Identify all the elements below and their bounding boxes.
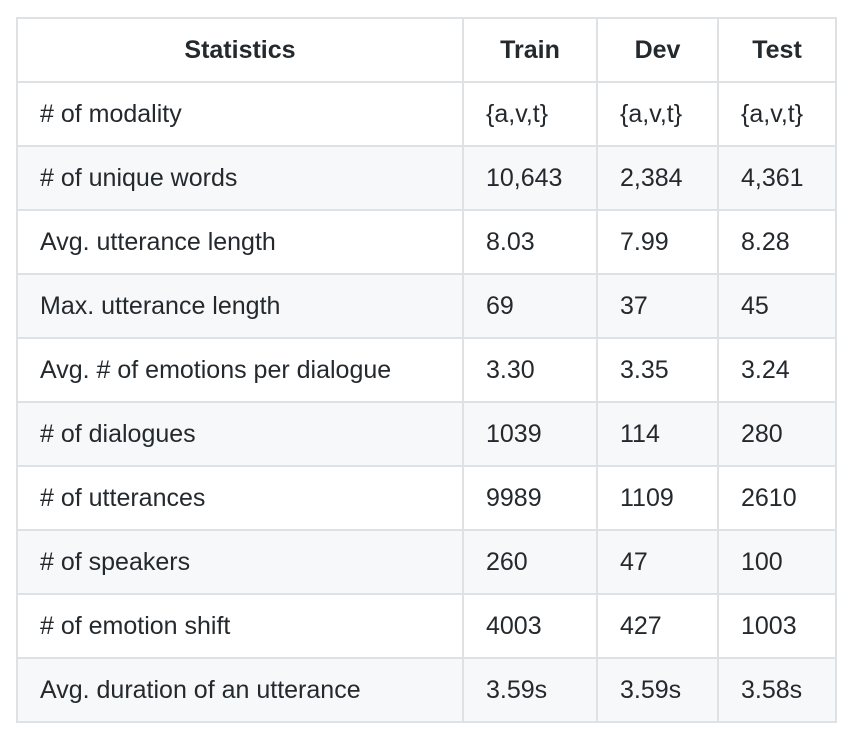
table-row: Max. utterance length 69 37 45	[16, 273, 837, 339]
train-cell: 9989	[462, 465, 598, 531]
test-cell: 280	[717, 401, 837, 467]
dev-cell: 37	[596, 273, 719, 339]
test-cell: {a,v,t}	[717, 81, 837, 147]
table-row: # of utterances 9989 1109 2610	[16, 465, 837, 531]
dev-cell: 47	[596, 529, 719, 595]
test-cell: 3.58s	[717, 657, 837, 723]
statistics-table: Statistics Train Dev Test # of modality{…	[16, 17, 837, 723]
statistic-cell: # of modality	[16, 81, 464, 147]
table-row: # of dialogues 1039 114 280	[16, 401, 837, 467]
test-cell: 8.28	[717, 209, 837, 275]
statistic-cell: # of utterances	[16, 465, 464, 531]
dev-cell: 114	[596, 401, 719, 467]
table-row: # of modality {a,v,t} {a,v,t} {a,v,t}	[16, 81, 837, 147]
statistic-cell: # of emotion shift	[16, 593, 464, 659]
dev-cell: 3.35	[596, 337, 719, 403]
statistic-cell: Avg. # of emotions per dialogue	[16, 337, 464, 403]
dev-cell: {a,v,t}	[596, 81, 719, 147]
train-cell: 4003	[462, 593, 598, 659]
statistic-cell: # of dialogues	[16, 401, 464, 467]
header-dev: Dev	[596, 17, 719, 83]
statistic-cell: Avg. duration of an utterance	[16, 657, 464, 723]
dev-cell: 2,384	[596, 145, 719, 211]
table-row: # of unique words 10,643 2,384 4,361	[16, 145, 837, 211]
header-test: Test	[717, 17, 837, 83]
dev-cell: 7.99	[596, 209, 719, 275]
table-row: Avg. # of emotions per dialogue 3.30 3.35 3…	[16, 337, 837, 403]
test-cell: 4,361	[717, 145, 837, 211]
statistic-cell: Max. utterance length	[16, 273, 464, 339]
train-cell: {a,v,t}	[462, 81, 598, 147]
train-cell: 8.03	[462, 209, 598, 275]
train-cell: 1039	[462, 401, 598, 467]
train-cell: 3.30	[462, 337, 598, 403]
test-cell: 45	[717, 273, 837, 339]
table-body: # of modality {a,v,t} {a,v,t} {a,v,t} # of u…	[16, 81, 837, 723]
test-cell: 1003	[717, 593, 837, 659]
dev-cell: 427	[596, 593, 719, 659]
statistic-cell: Avg. utterance length	[16, 209, 464, 275]
test-cell: 100	[717, 529, 837, 595]
test-cell: 3.24	[717, 337, 837, 403]
train-cell: 69	[462, 273, 598, 339]
train-cell: 10,643	[462, 145, 598, 211]
dev-cell: 3.59s	[596, 657, 719, 723]
statistic-cell: # of unique words	[16, 145, 464, 211]
table-row: # of emotion shift 4003 427 1003	[16, 593, 837, 659]
test-cell: 2610	[717, 465, 837, 531]
table-row: Avg. duration of an utterance 3.59s 3.59s 3…	[16, 657, 837, 723]
table-header-row: Statistics Train Dev Test	[16, 17, 837, 83]
statistic-cell: # of speakers	[16, 529, 464, 595]
train-cell: 260	[462, 529, 598, 595]
table-row: Avg. utterance length 8.03 7.99 8.28	[16, 209, 837, 275]
table-row: # of speakers 260 47 100	[16, 529, 837, 595]
header-train: Train	[462, 17, 598, 83]
train-cell: 3.59s	[462, 657, 598, 723]
header-statistics: Statistics	[16, 17, 464, 83]
dev-cell: 1109	[596, 465, 719, 531]
